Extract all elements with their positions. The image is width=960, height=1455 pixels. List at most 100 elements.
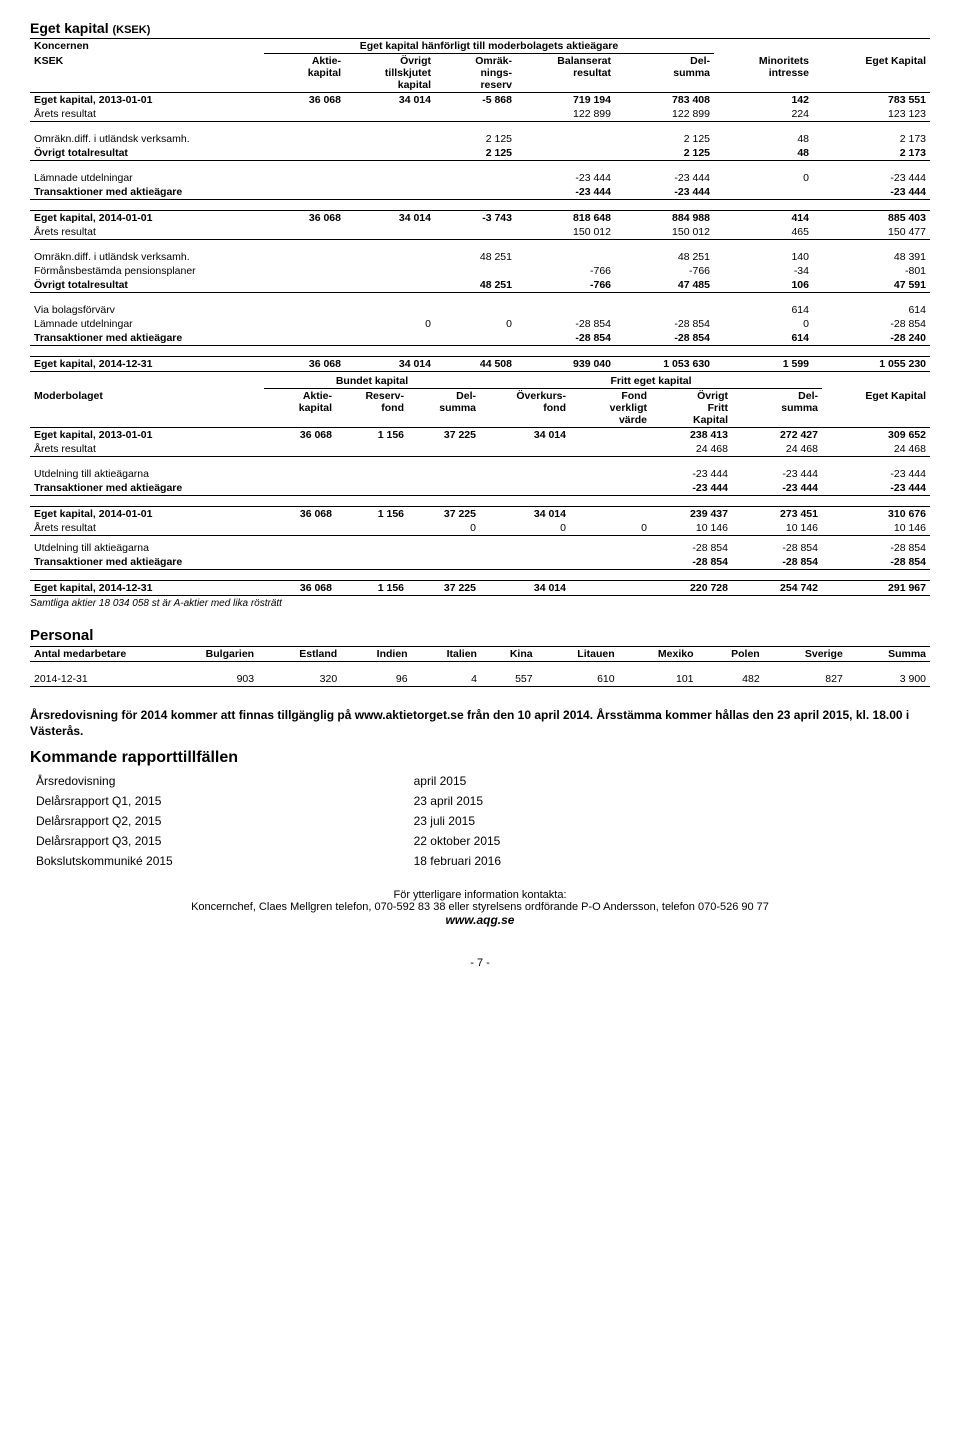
- cell: 2 173: [813, 146, 930, 161]
- p-r8: 482: [698, 672, 764, 687]
- cell: [264, 541, 336, 555]
- cell: [345, 171, 435, 185]
- gh-c5: Del- summa: [615, 54, 714, 93]
- footer: För ytterligare information kontakta: Ko…: [30, 889, 930, 927]
- cell: -28 854: [516, 317, 615, 331]
- cell: 884 988: [615, 211, 714, 226]
- cell: -28 854: [822, 541, 930, 555]
- ph-c5: Fond verkligt värde: [570, 389, 651, 428]
- cell: [570, 507, 651, 522]
- p-r2: 320: [258, 672, 341, 687]
- cell: [516, 303, 615, 317]
- cell: 783 408: [615, 93, 714, 108]
- cell: 36 068: [264, 428, 336, 443]
- cell: 150 477: [813, 225, 930, 240]
- row-label: Via bolagsförvärv: [30, 303, 264, 317]
- p-h9: Sverige: [764, 647, 847, 662]
- cell: [345, 278, 435, 293]
- cell: 783 551: [813, 93, 930, 108]
- p-h6: Litauen: [537, 647, 619, 662]
- cell: [264, 442, 336, 457]
- row-label: Transaktioner med aktieägare: [30, 331, 264, 346]
- cell: [264, 303, 345, 317]
- cell: 254 742: [732, 581, 822, 596]
- cell: [570, 428, 651, 443]
- cell: -23 444: [651, 481, 732, 496]
- cell: [345, 146, 435, 161]
- cell: [570, 442, 651, 457]
- cell: [336, 442, 408, 457]
- cell: 0: [435, 317, 516, 331]
- schedule-label: Delårsrapport Q3, 2015: [30, 831, 408, 851]
- cell: 48 251: [435, 250, 516, 264]
- p-r7: 101: [619, 672, 698, 687]
- cell: -3 743: [435, 211, 516, 226]
- cell: [480, 541, 570, 555]
- cell: -23 444: [813, 185, 930, 200]
- cell: 47 591: [813, 278, 930, 293]
- cell: 614: [714, 303, 813, 317]
- cell: -23 444: [822, 467, 930, 481]
- cell: 0: [570, 521, 651, 536]
- ph-c3: Del- summa: [408, 389, 480, 428]
- ph-c2: Reserv- fond: [336, 389, 408, 428]
- cell: [264, 225, 345, 240]
- page-number: - 7 -: [30, 957, 930, 969]
- row-label: Utdelning till aktieägarna: [30, 467, 264, 481]
- gh-c7: Eget Kapital: [813, 54, 930, 93]
- cell: [345, 185, 435, 200]
- cell: [570, 467, 651, 481]
- cell: [516, 132, 615, 146]
- cell: -5 868: [435, 93, 516, 108]
- row-label: Transaktioner med aktieägare: [30, 555, 264, 570]
- personal-table: Antal medarbetare Bulgarien Estland Indi…: [30, 646, 930, 687]
- footer-line2: Koncernchef, Claes Mellgren telefon, 070…: [30, 901, 930, 913]
- shares-note: Samtliga aktier 18 034 058 st är A-aktie…: [30, 596, 930, 609]
- cell: [264, 146, 345, 161]
- row-label: Eget kapital, 2013-01-01: [30, 93, 264, 108]
- cell: 34 014: [345, 357, 435, 372]
- cell: -766: [615, 264, 714, 278]
- row-label: Utdelning till aktieägarna: [30, 541, 264, 555]
- row-label: Lämnade utdelningar: [30, 171, 264, 185]
- cell: [345, 250, 435, 264]
- row-label: Årets resultat: [30, 225, 264, 240]
- cell: 310 676: [822, 507, 930, 522]
- koncernen-label: Koncernen: [30, 39, 264, 54]
- cell: -23 444: [615, 171, 714, 185]
- cell: [345, 132, 435, 146]
- cell: -28 854: [822, 555, 930, 570]
- group-equity-table: Koncernen Eget kapital hänförligt till m…: [30, 38, 930, 372]
- cell: -28 854: [732, 555, 822, 570]
- row-label: Övrigt totalresultat: [30, 146, 264, 161]
- p-h8: Polen: [698, 647, 764, 662]
- cell: -28 854: [813, 317, 930, 331]
- cell: [435, 185, 516, 200]
- cell: [345, 107, 435, 122]
- cell: [264, 481, 336, 496]
- cell: 34 014: [345, 211, 435, 226]
- cell: 0: [714, 317, 813, 331]
- cell: 47 485: [615, 278, 714, 293]
- cell: 614: [813, 303, 930, 317]
- cell: [336, 481, 408, 496]
- schedule-date: 22 oktober 2015: [408, 831, 660, 851]
- row-label: Eget kapital, 2014-01-01: [30, 507, 264, 522]
- cell: [264, 107, 345, 122]
- cell: -28 854: [651, 541, 732, 555]
- cell: -23 444: [813, 171, 930, 185]
- cell: -28 854: [615, 331, 714, 346]
- cell: [264, 331, 345, 346]
- cell: -23 444: [516, 185, 615, 200]
- cell: 24 468: [732, 442, 822, 457]
- row-label: Årets resultat: [30, 107, 264, 122]
- schedule-label: Delårsrapport Q1, 2015: [30, 791, 408, 811]
- cell: 10 146: [732, 521, 822, 536]
- gh-c2: Övrigt tillskjutet kapital: [345, 54, 435, 93]
- cell: 34 014: [345, 93, 435, 108]
- cell: 37 225: [408, 428, 480, 443]
- cell: 122 899: [516, 107, 615, 122]
- row-label: Eget kapital, 2014-12-31: [30, 581, 264, 596]
- cell: [480, 467, 570, 481]
- p-r4: 4: [412, 672, 481, 687]
